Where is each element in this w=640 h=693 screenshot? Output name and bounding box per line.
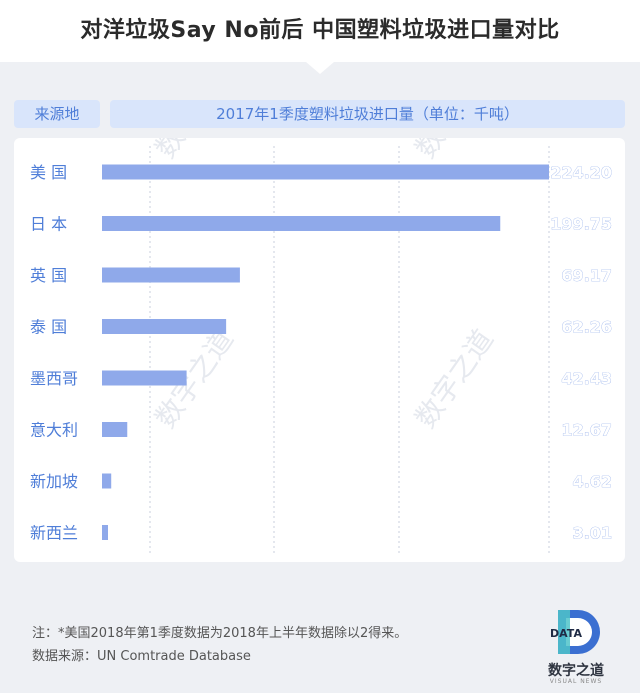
category-label: 泰 国 — [30, 318, 67, 337]
header-pointer — [306, 62, 334, 74]
bar — [102, 473, 112, 489]
value-label: 224.20 — [550, 163, 612, 182]
category-label: 意大利 — [30, 421, 78, 440]
category-label: 新加坡 — [30, 472, 78, 491]
measure-label: 2017年1季度塑料垃圾进口量（单位：千吨） — [110, 100, 625, 128]
bar — [102, 267, 240, 283]
header: 对洋垃圾Say No前后 中国塑料垃圾进口量对比 — [0, 0, 640, 62]
origin-label: 来源地 — [14, 100, 100, 128]
chart-panel — [14, 138, 625, 562]
bar — [102, 422, 128, 437]
watermark-1: 数字之道 — [409, 138, 500, 164]
footnote: 注：*美国2018年第1季度数据为2018年上半年数据除以2得来。 — [32, 626, 408, 641]
category-label: 英 国 — [30, 266, 67, 285]
category-label: 美 国 — [30, 163, 67, 182]
data-source: 数据来源：UN Comtrade Database — [32, 649, 251, 664]
page-title: 对洋垃圾Say No前后 中国塑料垃圾进口量对比 — [80, 18, 560, 43]
value-label: 62.26 — [561, 318, 612, 337]
logo-subtitle: VISUAL NEWS — [549, 678, 603, 685]
category-label: 墨西哥 — [30, 369, 78, 388]
bar — [102, 370, 187, 386]
value-label: 12.67 — [561, 421, 612, 440]
value-label: 3.01 — [573, 524, 612, 543]
logo-name: 数字之道 — [548, 663, 604, 679]
category-label: 日 本 — [30, 215, 67, 234]
value-label: 42.43 — [561, 369, 612, 388]
bar — [102, 319, 227, 334]
bar — [102, 164, 549, 180]
value-label: 69.17 — [561, 266, 612, 285]
value-label: 199.75 — [550, 215, 612, 234]
value-label: 4.62 — [573, 472, 612, 491]
data-logo-icon: DATA — [550, 610, 600, 654]
bar — [102, 216, 501, 231]
logo-mark: DATA — [550, 627, 582, 640]
watermark-3: 数字之道 — [409, 323, 500, 434]
category-label: 新西兰 — [30, 524, 78, 543]
watermark-0: 数字之道 — [149, 138, 240, 164]
bar — [102, 525, 109, 540]
